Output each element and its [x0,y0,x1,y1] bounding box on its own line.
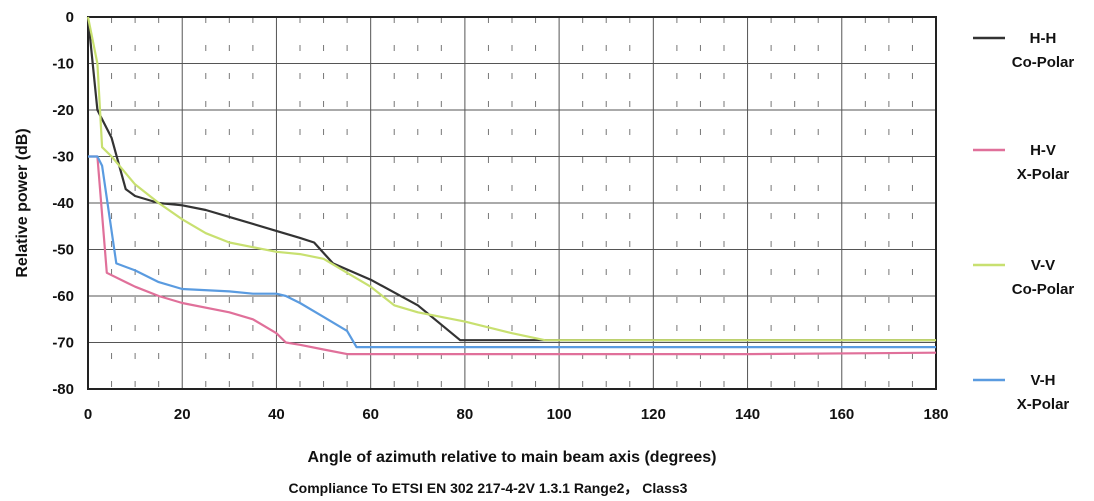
x-tick-label: 160 [829,406,854,423]
chart-caption: Compliance To ETSI EN 302 217-4-2V 1.3.1… [289,480,688,496]
x-tick-label: 120 [641,406,666,423]
series-line-h-v [88,155,937,356]
series-line-v-h [88,155,936,349]
legend-sublabel: X-Polar [1017,396,1070,413]
tick-labels: 0 20 40 60 80 100 120 140 160 180 0 -10 -20 -30 -40 -50… [52,9,948,423]
y-tick-label: -80 [52,381,74,398]
x-tick-label: 0 [84,406,92,423]
legend: H-H Co-Polar H-V X-Polar V-V Co-Polar V-H X-Pol… [973,30,1074,413]
legend-label: H-V [1030,142,1056,159]
legend-sublabel: X-Polar [1017,166,1070,183]
plot-area-frame [87,16,937,390]
x-tick-label: 80 [457,406,474,423]
series-lines [86,16,937,356]
y-tick-label: -20 [52,102,74,119]
y-tick-label: -30 [52,149,74,166]
x-axis-title: Angle of azimuth relative to main beam a… [308,449,717,466]
y-tick-label: -50 [52,242,74,259]
x-tick-label: 180 [923,406,948,423]
x-tick-label: 20 [174,406,191,423]
x-tick-label: 40 [268,406,285,423]
y-tick-label: -10 [52,56,74,73]
y-tick-label: 0 [66,9,74,26]
y-tick-label: -70 [52,335,74,352]
legend-sublabel: Co-Polar [1012,54,1075,71]
grid [88,17,936,389]
legend-label: V-V [1031,257,1055,274]
y-tick-label: -60 [52,288,74,305]
x-tick-label: 60 [362,406,379,423]
x-tick-label: 140 [735,406,760,423]
legend-sublabel: Co-Polar [1012,281,1075,298]
series-line-h-h [86,16,936,342]
y-axis-title: Relative power (dB) [14,128,31,277]
legend-label: V-H [1030,372,1055,389]
series-line-v-v [86,16,936,342]
legend-label: H-H [1030,30,1057,47]
y-tick-label: -40 [52,195,74,212]
x-tick-label: 100 [547,406,572,423]
